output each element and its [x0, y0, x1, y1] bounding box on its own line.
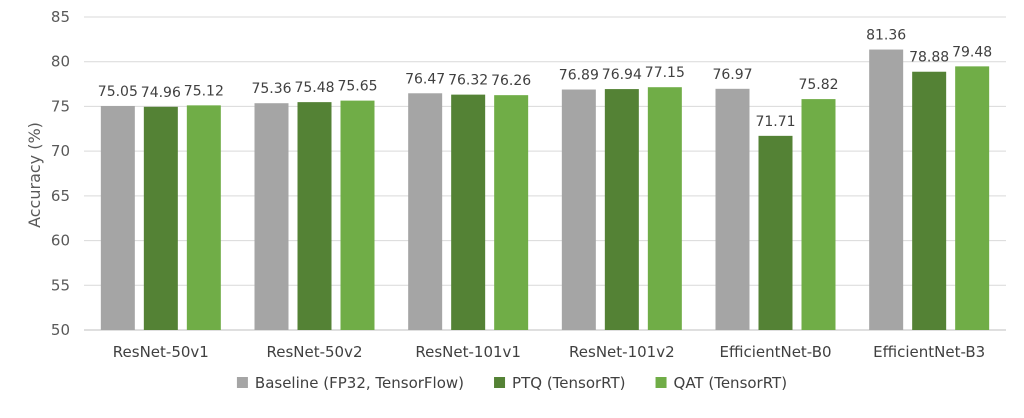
bars: [100, 49, 990, 331]
data-label: 75.12: [184, 83, 224, 99]
bar: [869, 49, 904, 330]
bar: [912, 71, 947, 330]
x-category-label: EfficientNet-B0: [719, 343, 831, 361]
data-label: 76.94: [602, 67, 642, 83]
x-category-label: ResNet-50v2: [266, 343, 362, 361]
y-tick-label: 60: [51, 232, 70, 250]
legend-label: QAT (TensorRT): [674, 374, 788, 392]
bar: [254, 103, 289, 331]
data-label: 76.32: [448, 73, 488, 89]
legend-swatch: [494, 377, 506, 388]
y-tick-label: 50: [51, 321, 70, 339]
data-label: 77.15: [645, 65, 685, 81]
x-category-label: EfficientNet-B3: [873, 343, 985, 361]
bar: [100, 105, 135, 330]
legend: Baseline (FP32, TensorFlow) PTQ (TensorRT…: [236, 374, 788, 392]
y-tick-label: 55: [51, 276, 70, 294]
legend-label: PTQ (TensorRT): [512, 374, 626, 392]
data-label: 75.05: [98, 84, 138, 100]
data-label: 81.36: [866, 28, 906, 44]
bar: [451, 94, 486, 331]
data-label: 79.48: [952, 44, 992, 60]
bar: [561, 89, 596, 330]
legend-label: Baseline (FP32, TensorFlow): [255, 374, 464, 392]
bar: [186, 105, 221, 330]
data-label: 74.96: [141, 85, 181, 101]
data-label: 71.71: [755, 114, 795, 130]
legend-swatch: [236, 377, 248, 388]
y-tick-label: 70: [51, 142, 70, 160]
bar: [715, 88, 750, 330]
x-category-label: ResNet-101v2: [569, 343, 675, 361]
legend-item: Baseline (FP32, TensorFlow): [236, 374, 464, 392]
bar: [801, 99, 836, 330]
bar: [758, 135, 793, 330]
y-tick-label: 65: [51, 187, 70, 205]
bar: [494, 95, 529, 330]
data-label: 76.97: [712, 67, 752, 83]
data-label: 76.89: [559, 68, 599, 84]
bar: [604, 89, 639, 330]
legend-item: PTQ (TensorRT): [494, 374, 626, 392]
data-label: 75.48: [294, 80, 334, 96]
data-label: 78.88: [909, 50, 949, 66]
bar: [340, 100, 375, 330]
y-axis-ticks: 50 55 60 65 70 75 80 85: [51, 8, 70, 339]
x-axis-categories: ResNet-50v1 ResNet-50v2 ResNet-101v1 ResNet…: [113, 343, 985, 361]
y-tick-label: 80: [51, 53, 70, 71]
data-label: 76.47: [405, 71, 445, 87]
data-label: 75.36: [251, 81, 291, 97]
bar: [297, 102, 332, 330]
y-tick-label: 75: [51, 97, 70, 115]
gridlines: [84, 16, 1006, 331]
data-labels: 75.05 74.96 75.12 75.36 75.48 75.65 76.47 76.32…: [98, 28, 992, 130]
legend-item: QAT (TensorRT): [655, 374, 788, 392]
x-category-label: ResNet-101v1: [415, 343, 521, 361]
legend-swatch: [655, 377, 667, 388]
data-label: 75.65: [337, 79, 377, 95]
data-label: 75.82: [798, 77, 838, 93]
bar: [955, 66, 990, 331]
bar: [143, 106, 178, 330]
y-axis-title: Accuracy (%): [25, 122, 44, 228]
y-tick-label: 85: [51, 8, 70, 26]
x-category-label: ResNet-50v1: [113, 343, 209, 361]
bar: [647, 87, 682, 330]
bar: [408, 93, 443, 331]
data-label: 76.26: [491, 73, 531, 89]
